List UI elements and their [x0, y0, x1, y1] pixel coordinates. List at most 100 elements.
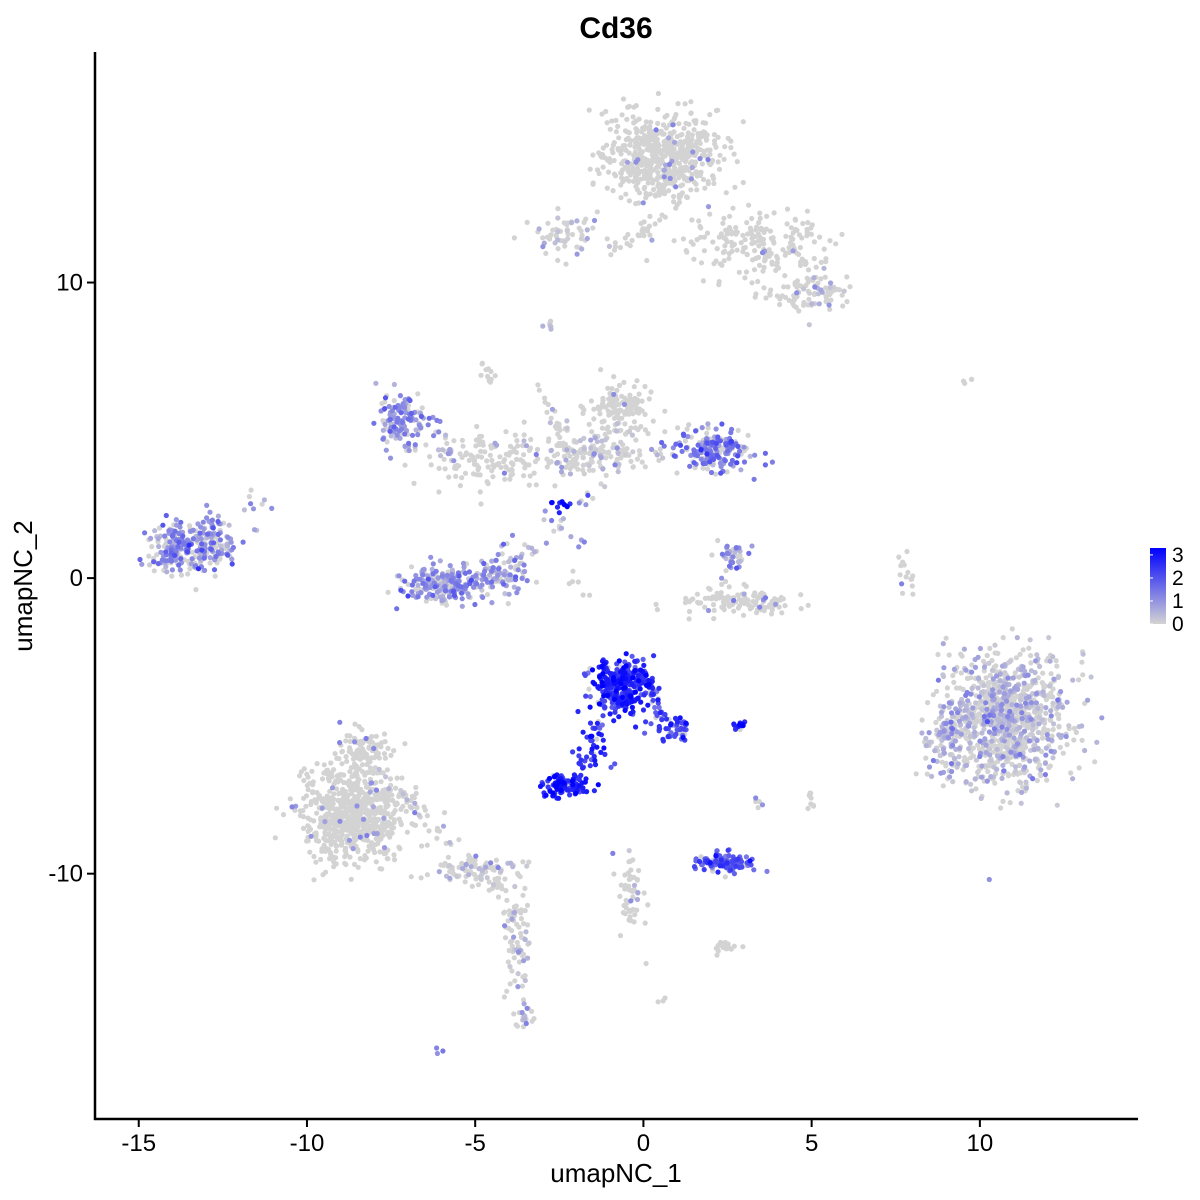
- cell-point: [757, 604, 763, 610]
- cell-point: [473, 853, 479, 859]
- cell-point: [466, 457, 472, 463]
- cell-point: [644, 257, 650, 264]
- cell-point: [357, 809, 363, 816]
- cell-point: [599, 438, 605, 444]
- cell-point: [643, 195, 649, 201]
- cell-point: [731, 608, 737, 614]
- cell-point: [981, 682, 987, 688]
- cell-point: [587, 166, 593, 172]
- cell-point: [169, 533, 175, 539]
- cell-point: [502, 935, 509, 941]
- cell-point: [991, 726, 998, 732]
- cell-point: [926, 739, 932, 745]
- cell-point: [659, 212, 665, 218]
- cell-point: [441, 456, 447, 462]
- cell-point: [590, 467, 596, 473]
- cell-point: [990, 687, 996, 693]
- cell-point: [710, 239, 716, 245]
- cell-point: [1070, 677, 1076, 683]
- cell-point: [684, 134, 691, 140]
- cell-point: [992, 642, 998, 648]
- cell-point: [764, 213, 770, 219]
- cell-point: [495, 864, 501, 871]
- cell-point: [702, 604, 708, 610]
- cell-point: [769, 459, 776, 465]
- cell-point: [1054, 663, 1060, 669]
- cell-point: [460, 443, 466, 449]
- cell-point: [630, 906, 636, 913]
- cell-point: [340, 800, 346, 806]
- cell-point: [1004, 698, 1010, 704]
- cell-point: [415, 432, 421, 438]
- cell-point: [764, 868, 770, 875]
- cell-point: [567, 465, 573, 472]
- cell-point: [394, 801, 400, 807]
- cell-point: [735, 453, 741, 459]
- cell-point: [913, 771, 919, 777]
- cell-point: [983, 742, 989, 748]
- cell-point: [671, 193, 677, 200]
- cell-point: [422, 822, 428, 828]
- cell-point: [1016, 724, 1023, 731]
- cell-point: [468, 864, 474, 870]
- cell-point: [586, 467, 593, 473]
- cell-point: [508, 460, 515, 466]
- cell-point: [612, 403, 618, 409]
- cell-point: [951, 666, 958, 672]
- cell-point: [411, 480, 417, 486]
- cell-point: [633, 159, 639, 165]
- cell-point: [992, 731, 998, 737]
- cell-point: [963, 779, 969, 785]
- cell-point: [726, 601, 732, 608]
- cell-point: [434, 1050, 440, 1057]
- cell-point: [1059, 733, 1065, 739]
- cell-point: [743, 583, 749, 590]
- cell-point: [987, 645, 993, 652]
- cell-point: [619, 393, 625, 399]
- cell-point: [792, 282, 798, 288]
- cell-point: [738, 467, 744, 473]
- cell-point: [363, 735, 369, 742]
- cell-point: [713, 445, 719, 452]
- cell-point: [970, 753, 977, 759]
- cell-point: [637, 232, 643, 239]
- cell-point: [494, 875, 500, 882]
- cell-point: [407, 397, 413, 404]
- cell-point: [654, 144, 660, 150]
- cell-point: [370, 769, 376, 775]
- cell-point: [584, 235, 590, 242]
- cell-point: [645, 902, 651, 908]
- cell-point: [610, 188, 616, 194]
- cell-point: [571, 463, 578, 469]
- cell-point: [453, 473, 459, 479]
- cell-point: [656, 181, 662, 187]
- cell-point: [215, 518, 221, 525]
- cell-point: [655, 999, 661, 1005]
- cell-point: [1047, 694, 1053, 700]
- cell-point: [635, 890, 641, 896]
- cell-point: [409, 432, 416, 438]
- cell-point: [799, 256, 805, 262]
- cell-point: [676, 121, 682, 127]
- cell-point: [1032, 677, 1038, 683]
- cell-point: [1012, 685, 1018, 691]
- cell-point: [459, 603, 465, 609]
- cell-point: [274, 805, 280, 811]
- cell-point: [432, 584, 438, 590]
- cell-point: [527, 473, 533, 479]
- cell-point: [385, 795, 391, 801]
- cell-point: [672, 165, 678, 171]
- cell-point: [445, 854, 451, 860]
- cell-point: [139, 561, 145, 567]
- cell-point: [694, 453, 701, 459]
- cell-point: [628, 458, 634, 464]
- cell-point: [683, 147, 690, 153]
- cell-point: [986, 660, 992, 666]
- cell-point: [1057, 744, 1063, 751]
- cell-point: [207, 509, 213, 515]
- cell-point: [358, 786, 364, 793]
- cell-point: [173, 517, 179, 523]
- cell-point: [534, 446, 541, 453]
- cell-point: [360, 816, 367, 823]
- cell-point: [752, 593, 758, 599]
